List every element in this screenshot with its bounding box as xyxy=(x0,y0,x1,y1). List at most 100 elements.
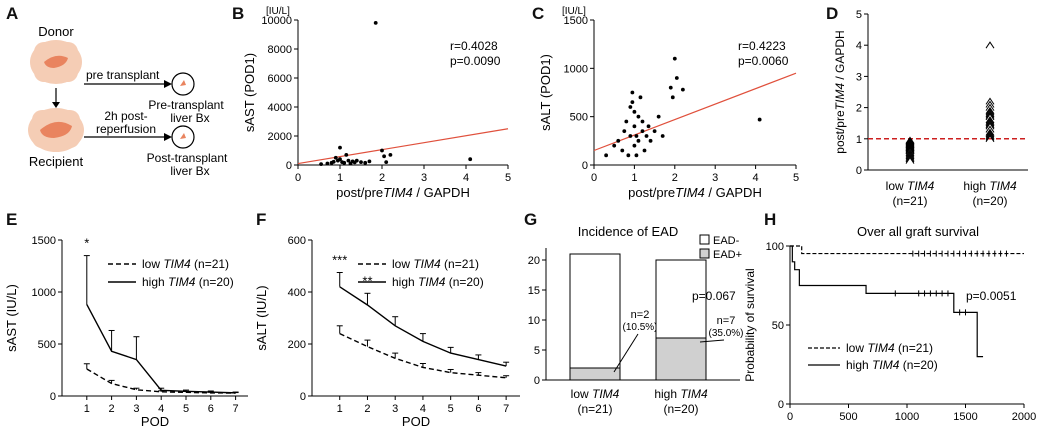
chart-d-point xyxy=(985,120,995,129)
chart-d-point xyxy=(985,130,995,138)
chart-f-x-tick-label: 6 xyxy=(475,403,481,415)
chart-b-point xyxy=(468,157,473,162)
chart-g-legend-swatch xyxy=(699,234,710,245)
chart-d-point xyxy=(905,139,915,147)
chart-c-point xyxy=(634,153,639,158)
chart-h-x-tick-label: 0 xyxy=(787,411,793,423)
chart-g-annotation-count: n=2 xyxy=(631,309,650,321)
chart-d-point xyxy=(985,41,995,49)
chart-d: 0 1 2 3 4 5 post/preTIM4 / GAPDH low TIM4(n=21)… xyxy=(833,9,1028,208)
chart-d-point xyxy=(985,116,995,124)
chart-d-point xyxy=(985,134,995,143)
chart-e-x-tick-label: 3 xyxy=(133,403,139,415)
chart-d-point xyxy=(905,138,915,146)
chart-d-y-tick-label: 1 xyxy=(856,134,862,146)
chart-d-category-label: low TIM4 xyxy=(886,179,935,193)
chart-b-point xyxy=(380,148,384,153)
right-arrow-icon xyxy=(164,80,172,88)
chart-c-point xyxy=(616,138,621,143)
recipient-label: Recipient xyxy=(29,154,84,169)
chart-g-legend-swatch xyxy=(699,248,710,259)
chart-e-y-tick-label: 1500 xyxy=(32,235,56,247)
chart-b-y-tick-label: 2000 xyxy=(268,131,292,143)
chart-c-point xyxy=(644,134,649,138)
chart-h-y-tick-label: 100 xyxy=(766,241,784,253)
chart-f-x-label: POD xyxy=(402,414,430,429)
chart-f-y-tick-label: 0 xyxy=(300,391,306,403)
chart-c-point xyxy=(634,134,639,138)
panel-letter-d: D xyxy=(826,4,839,23)
post-label-line2: reperfusion xyxy=(96,122,156,136)
chart-d-point xyxy=(985,131,995,139)
chart-g-category-n: (n=21) xyxy=(577,402,612,416)
chart-d-point xyxy=(985,133,995,141)
chart-c-r-value: r=0.4223 xyxy=(738,39,786,53)
chart-c-point xyxy=(757,117,762,122)
chart-g-annotation-leader xyxy=(699,339,725,343)
chart-c-point xyxy=(638,95,643,100)
chart-b-x-tick-label: 4 xyxy=(463,172,469,184)
chart-g: 0 5 10 15 20 Incidence of EAD low TIM4(n=21) n=… xyxy=(528,224,744,416)
chart-b-point xyxy=(333,155,338,160)
chart-c-point xyxy=(646,124,651,129)
chart-e: 0 500 1000 1500 1 2 3 4 5 6 7 POD sAST (IU/L) low TIM… xyxy=(4,235,248,429)
chart-e-x-tick-label: 1 xyxy=(84,403,90,415)
chart-c: 0 500 1000 1500 0 1 2 3 4 5 [IU/L] sALT (POD1) post/… xyxy=(538,6,799,200)
post-bx-line2: liver Bx xyxy=(170,164,209,178)
panel-letter-g: G xyxy=(524,210,538,229)
recipient-figure xyxy=(28,108,84,152)
chart-f-significance-label: *** xyxy=(332,253,347,268)
panel-letter-e: E xyxy=(6,210,18,229)
chart-f-y-tick-label: 600 xyxy=(288,235,306,247)
chart-f-x-tick-label: 3 xyxy=(392,403,398,415)
chart-f-x-tick-label: 7 xyxy=(503,403,509,415)
chart-d-point xyxy=(985,122,995,130)
chart-d-point xyxy=(985,117,995,125)
chart-c-point xyxy=(626,153,631,158)
chart-b-r-value: r=0.4028 xyxy=(450,39,498,53)
chart-c-point xyxy=(630,100,635,105)
chart-e-x-tick-label: 2 xyxy=(109,403,115,415)
chart-e-legend-label: low TIM4 (n=21) xyxy=(142,257,229,271)
chart-d-point xyxy=(985,113,995,121)
chart-b-point xyxy=(384,160,389,165)
chart-d-point xyxy=(905,143,915,151)
chart-f-significance-label: ** xyxy=(362,273,372,288)
chart-b-point xyxy=(338,145,342,150)
chart-b-point xyxy=(373,21,378,25)
chart-c-x-tick-label: 2 xyxy=(672,172,678,184)
chart-d-point xyxy=(985,111,995,119)
chart-e-x-tick-label: 5 xyxy=(183,403,189,415)
chart-c-point xyxy=(656,114,661,119)
chart-b-x-tick-label: 3 xyxy=(421,172,427,184)
chart-b-point xyxy=(382,154,386,159)
chart-b-point xyxy=(338,157,342,162)
chart-b-point xyxy=(319,162,323,167)
chart-b-fit-line xyxy=(297,128,509,165)
chart-g-bar-eadpos xyxy=(569,367,621,381)
chart-c-point xyxy=(640,129,645,134)
chart-b-y-tick-label: 10000 xyxy=(261,15,292,27)
chart-g-bar-eadneg xyxy=(655,259,707,339)
chart-b-x-tick-label: 1 xyxy=(337,172,343,184)
chart-b-point xyxy=(344,152,349,157)
chart-d-point xyxy=(905,145,915,153)
chart-b-point xyxy=(359,160,363,165)
chart-h-y-label: Probability of survival xyxy=(743,268,757,381)
chart-d-point xyxy=(985,108,995,116)
pre-bx-line2: liver Bx xyxy=(170,111,209,125)
chart-d-y-tick-label: 3 xyxy=(856,71,862,83)
chart-c-unit-label: [IU/L] xyxy=(562,6,586,17)
chart-c-point xyxy=(632,143,637,148)
chart-c-point xyxy=(636,114,641,119)
chart-e-series-line xyxy=(86,304,236,394)
chart-c-x-tick-label: 5 xyxy=(793,172,799,184)
chart-f-y-tick-label: 200 xyxy=(288,339,306,351)
chart-d-point xyxy=(905,146,915,154)
panel-letter-c: C xyxy=(532,4,545,23)
chart-c-point xyxy=(628,105,633,109)
chart-d-point xyxy=(985,119,995,127)
chart-c-point xyxy=(604,153,609,158)
chart-c-point xyxy=(620,148,625,153)
